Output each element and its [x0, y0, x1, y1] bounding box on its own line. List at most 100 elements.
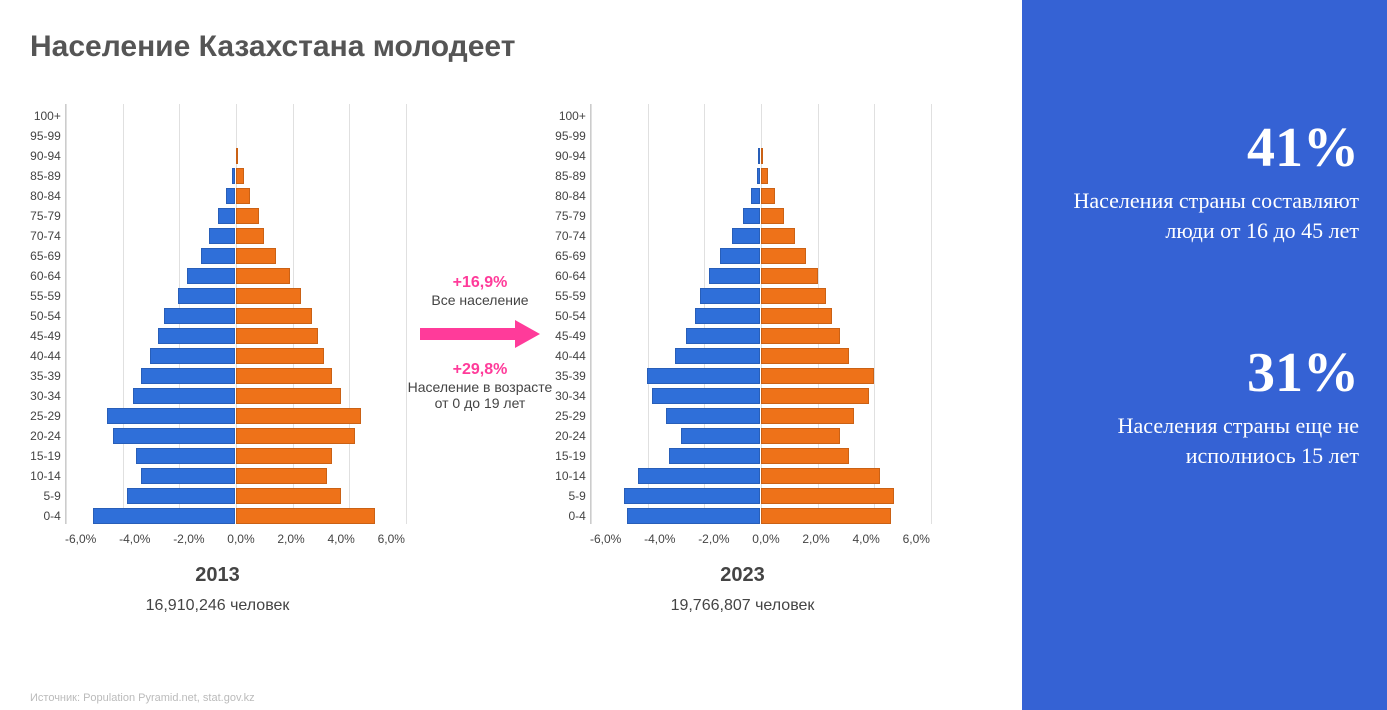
bar-male	[107, 408, 235, 424]
x-axis-labels: -6,0%-4,0%-2,0%0,0%2,0%4,0%6,0%	[65, 532, 405, 546]
growth-total-label: Все население	[405, 292, 555, 308]
bar-female	[761, 208, 784, 224]
bar-row	[591, 426, 930, 446]
bar-female	[761, 288, 826, 304]
bar-male	[743, 208, 760, 224]
bar-female	[761, 248, 806, 264]
population-label: 19,766,807 человек	[671, 597, 815, 615]
bar-row	[591, 126, 930, 146]
stat1-pct: 41%	[1050, 120, 1359, 176]
bar-male	[695, 308, 760, 324]
bar-female	[236, 168, 245, 184]
stat-block-2: 31% Населения страны еще не исполниось 1…	[1050, 345, 1359, 470]
bar-female	[236, 408, 361, 424]
bar-female	[761, 388, 869, 404]
bar-row	[591, 406, 930, 426]
bar-female	[761, 488, 894, 504]
bar-row	[66, 226, 405, 246]
bar-male	[201, 248, 235, 264]
pyramid-2013: 100+95-9990-9485-8980-8475-7970-7465-696…	[30, 104, 405, 615]
bar-row	[591, 186, 930, 206]
stat2-pct: 31%	[1050, 345, 1359, 401]
bar-male	[675, 348, 760, 364]
sidebar: 41% Населения страны составляют люди от …	[1022, 0, 1387, 710]
stat2-text: Населения страны еще не исполниось 15 ле…	[1050, 411, 1359, 470]
population-pyramid-chart	[590, 104, 930, 524]
x-axis-labels: -6,0%-4,0%-2,0%0,0%2,0%4,0%6,0%	[590, 532, 930, 546]
bar-row	[66, 126, 405, 146]
bar-female	[236, 448, 332, 464]
bar-male	[624, 488, 760, 504]
bar-male	[136, 448, 235, 464]
bar-row	[591, 366, 930, 386]
bar-row	[66, 246, 405, 266]
bar-female	[761, 328, 840, 344]
growth-total-pct: +16,9%	[405, 274, 555, 292]
bar-female	[761, 168, 768, 184]
bar-male	[751, 188, 760, 204]
bar-female	[236, 288, 301, 304]
bar-row	[591, 326, 930, 346]
bar-male	[178, 288, 235, 304]
bar-row	[66, 466, 405, 486]
bar-row	[66, 446, 405, 466]
bar-male	[686, 328, 760, 344]
bar-female	[761, 428, 840, 444]
bar-row	[66, 266, 405, 286]
bar-male	[133, 388, 235, 404]
bar-row	[591, 466, 930, 486]
growth-youth-pct: +29,8%	[405, 361, 555, 379]
bar-female	[761, 308, 832, 324]
bar-row	[66, 346, 405, 366]
bar-row	[66, 206, 405, 226]
bar-male	[709, 268, 760, 284]
bar-male	[209, 228, 235, 244]
bar-male	[226, 188, 235, 204]
bar-row	[591, 206, 930, 226]
year-label: 2013	[195, 564, 240, 587]
bar-female	[761, 368, 874, 384]
bar-row	[591, 166, 930, 186]
bar-female	[761, 268, 818, 284]
bar-female	[236, 308, 313, 324]
bar-row	[66, 486, 405, 506]
bar-female	[761, 148, 763, 164]
bar-male	[627, 508, 760, 524]
bar-female	[236, 428, 355, 444]
bar-male	[638, 468, 760, 484]
bar-female	[761, 348, 849, 364]
bar-row	[66, 146, 405, 166]
bar-female	[761, 188, 775, 204]
bar-female	[236, 468, 327, 484]
bar-row	[591, 286, 930, 306]
bar-female	[236, 148, 238, 164]
bar-row	[591, 306, 930, 326]
bar-row	[591, 346, 930, 366]
bar-row	[66, 386, 405, 406]
bar-row	[66, 186, 405, 206]
bar-row	[591, 486, 930, 506]
bar-male	[164, 308, 235, 324]
bar-male	[187, 268, 235, 284]
bar-row	[591, 266, 930, 286]
bar-row	[591, 226, 930, 246]
bar-male	[666, 408, 760, 424]
bar-male	[669, 448, 760, 464]
growth-youth-label: Население в возрасте от 0 до 19 лет	[405, 379, 555, 411]
arrow-right-icon	[420, 318, 540, 350]
bar-row	[591, 246, 930, 266]
bar-row	[66, 286, 405, 306]
bar-row	[66, 106, 405, 126]
bar-male	[158, 328, 235, 344]
bar-row	[591, 506, 930, 526]
bar-row	[66, 326, 405, 346]
age-axis-labels: 100+95-9990-9485-8980-8475-7970-7465-696…	[30, 104, 65, 526]
bar-female	[236, 228, 264, 244]
bar-row	[66, 366, 405, 386]
bar-female	[236, 328, 318, 344]
bar-male	[150, 348, 235, 364]
bar-female	[236, 268, 290, 284]
bar-male	[141, 468, 235, 484]
pyramid-2023: 100+95-9990-9485-8980-8475-7970-7465-696…	[555, 104, 930, 615]
source-text: Источник: Population Pyramid.net, stat.g…	[30, 692, 255, 704]
